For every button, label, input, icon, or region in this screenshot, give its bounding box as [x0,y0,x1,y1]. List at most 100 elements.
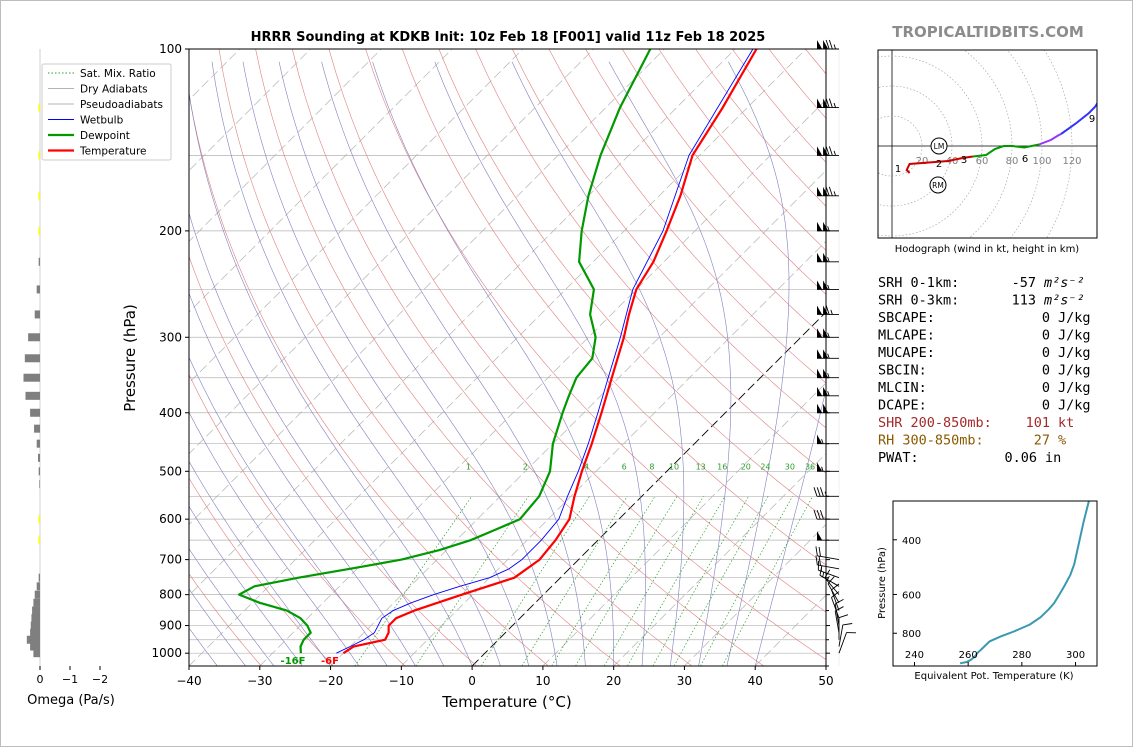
mixing-ratio-line [722,496,812,666]
chart-title: HRRR Sounding at KDKB Init: 10z Feb 18 [… [251,30,766,45]
stat-value: 0 [1042,345,1050,361]
wind-barb [817,462,839,471]
stat-label: SRH 0-1km: [878,275,959,291]
barb-flag [817,253,822,262]
barb-full [839,615,848,618]
mixing-ratio-label: 8 [649,462,654,471]
omega-bar [39,480,40,488]
stat-unit: kt [1058,415,1074,431]
barb-flag [817,349,822,358]
y-tick-label: 100 [159,42,182,56]
hodograph-ring-label: 80 [1006,156,1019,167]
omega-bar [24,374,41,382]
barb-full [817,510,820,519]
omega-bar [35,310,40,318]
stat-unit: m²s⁻² [1043,275,1085,291]
wind-barb [817,146,839,155]
barb-full [814,487,817,496]
legend-label: Pseudoadiabats [80,99,163,111]
barb-half [828,226,830,231]
mixing-ratio-line [627,496,725,666]
stat-label: SHR 200-850mb: [878,415,992,431]
theta-e-ylabel: Pressure (hPa) [877,547,888,619]
omega-bar [30,643,40,651]
wind-barb [839,615,848,640]
stat-label: RH 300-850mb: [878,433,984,449]
pseudoadiabat-line [755,62,862,666]
mixing-ratio-label: 24 [760,462,770,471]
wetbulb-line [336,49,753,653]
legend-label: Dry Adiabats [80,84,148,96]
stat-value: 27 [1034,433,1050,449]
mixing-ratio-line [653,496,749,666]
omega-bar [39,515,41,523]
y-tick-label: 700 [159,553,182,567]
omega-xlabel: Omega (Pa/s) [27,693,115,708]
dry-adiabat-line [916,49,1134,666]
stat-unit: J/kg [1058,328,1091,344]
stat-label: MUCAPE: [878,345,935,361]
wind-barb [817,187,839,196]
barb-half [834,103,836,108]
barb-flag [817,435,822,444]
stat-label: SBCAPE: [878,310,935,326]
legend-label: Temperature [79,146,147,158]
dry-adiabat-line [219,49,620,666]
pseudoadiabat-line [727,62,789,666]
surface-temperature-label: -6F [321,656,339,667]
hodograph-height-label: 1 [895,164,901,175]
theta-e-series [960,501,1089,663]
storm-motion-label: RM [932,181,944,190]
omega-bar [33,599,40,607]
omega-bar [34,425,40,433]
wind-barbs [814,40,856,666]
omega-bar [25,392,40,400]
omega-bar [31,614,40,622]
hodograph-label: Hodograph (wind in kt, height in km) [895,244,1080,255]
hodograph-height-label: 2 [936,159,942,170]
stat-value: -57 [1012,275,1036,291]
stat-value: 0 [1042,310,1050,326]
wind-barb [817,435,839,444]
mixing-ratio-label: 10 [669,462,679,471]
skewt-series [239,49,756,653]
y-tick-label: 400 [159,406,182,420]
hodograph-frame [878,50,1097,238]
pseudoadiabat-line [185,62,472,666]
barb-staff [839,633,847,654]
legend-label: Wetbulb [80,115,124,127]
theta-e-x-tick-label: 260 [959,650,978,661]
stat-unit: J/kg [1058,310,1091,326]
x-tick-label: −30 [247,674,272,688]
barb-flag [817,305,822,314]
stat-unit: % [1058,433,1066,449]
dry-adiabat-line [586,49,1133,666]
watermark-text: TROPICALTIDBITS.COM [892,23,1084,41]
stat-unit: in [1045,450,1061,466]
barb-flag [817,187,822,196]
skewt-frame [189,49,826,666]
omega-bar [39,104,41,112]
barb-full [819,547,820,556]
mixing-ratio-label: 1 [466,462,471,471]
stat-label: SRH 0-3km: [878,293,959,309]
barb-half [822,439,824,444]
y-tick-label: 600 [159,512,182,526]
wind-barb [817,99,839,108]
stat-value: 0 [1042,328,1050,344]
stat-label: MLCIN: [878,380,927,396]
barb-full [816,556,817,565]
stat-label: DCAPE: [878,398,927,414]
stat-value: 0 [1042,363,1050,379]
theta-e-line [960,501,1089,663]
omega-bar [28,333,40,341]
barb-half [828,257,830,262]
skewt-xlabel: Temperature (°C) [441,693,571,711]
barb-staff [817,565,839,569]
barb-half [831,310,833,315]
dewpoint-line [239,49,650,653]
theta-e-xlabel: Equivalent Pot. Temperature (K) [914,671,1073,682]
barb-half [822,467,824,472]
